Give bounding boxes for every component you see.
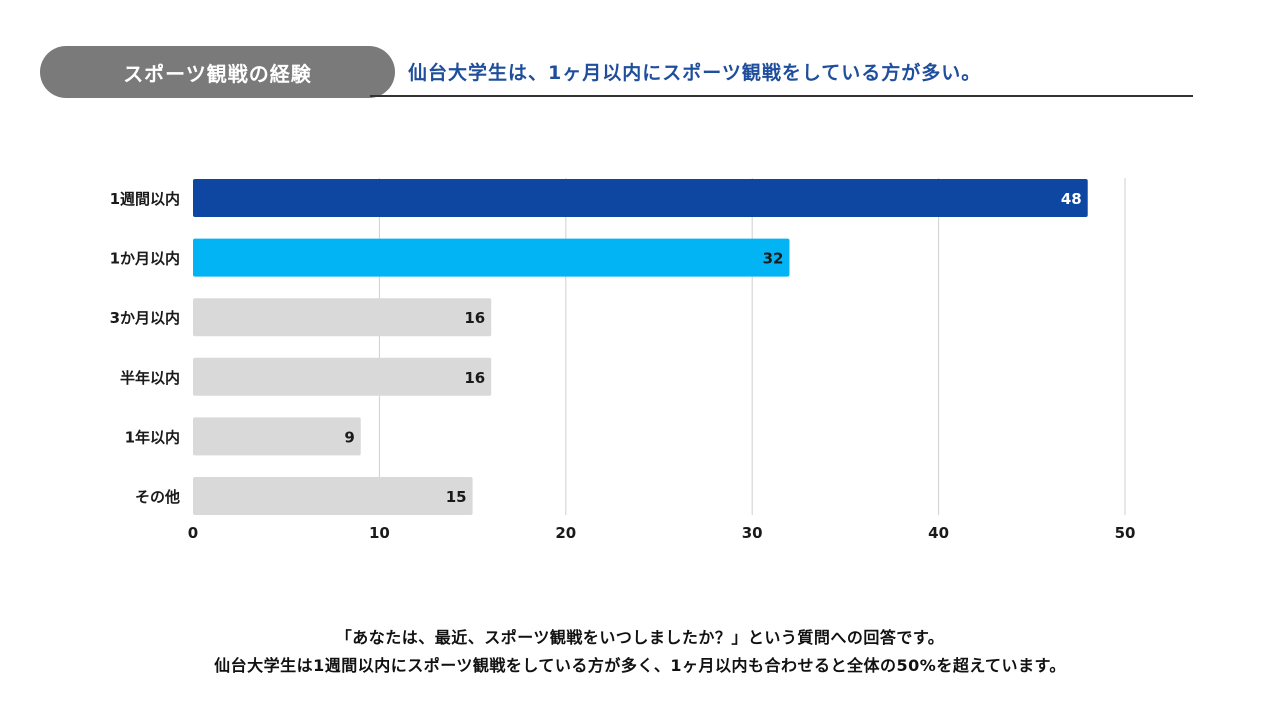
category-label: 半年以内 [120,369,180,387]
category-label: 1か月以内 [110,250,180,268]
headline: 仙台大学生は、1ヶ月以内にスポーツ観戦をしている方が多い。 [408,62,982,84]
data-label: 48 [1061,190,1082,208]
category-label: 1年以内 [125,428,180,446]
x-tick-label: 10 [369,524,390,542]
category-label: 1週間以内 [110,190,180,208]
x-tick-label: 30 [742,524,763,542]
x-tick-label: 20 [555,524,576,542]
bar [193,179,1088,217]
bar-chart: 1週間以内 48 1か月以内 32 3か月以内 16 半年以内 16 1年以内 9 その他 15 0 10… [110,178,1136,542]
bar [193,238,790,277]
bar [193,477,473,515]
caption-line-2: 仙台大学生は1週間以内にスポーツ観戦をしている方が多く、1ヶ月以内も合わせると全… [214,656,1066,675]
data-label: 15 [446,488,467,506]
data-label: 9 [344,428,354,446]
header-divider [370,95,1193,97]
x-tick-label: 40 [928,524,949,542]
bar [193,357,492,396]
category-label: 3か月以内 [110,309,180,327]
data-label: 16 [464,369,485,387]
category-label: その他 [135,488,180,506]
data-label: 32 [763,250,784,268]
x-tick-label: 50 [1115,524,1136,542]
section-tag-label: スポーツ観戦の経験 [123,61,312,86]
bar [193,417,361,456]
x-tick-label: 0 [188,524,198,542]
data-label: 16 [464,309,485,327]
caption-line-1: 「あなたは、最近、スポーツ観戦をいつしましたか？」という質問への回答です。 [335,628,945,647]
section-tag: スポーツ観戦の経験 [40,46,395,98]
bar [193,298,492,337]
